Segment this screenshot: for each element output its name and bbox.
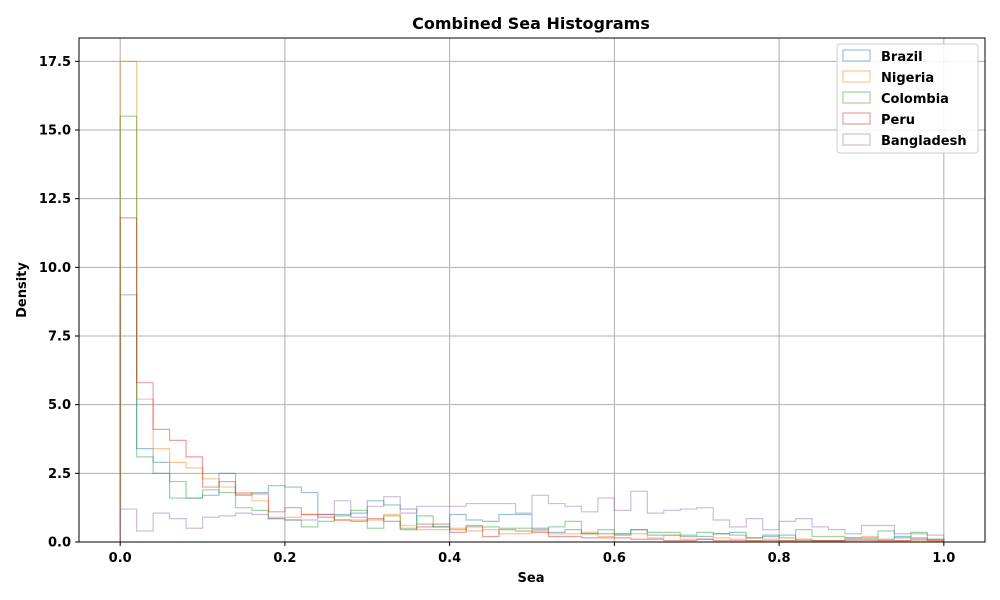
y-tick-label: 15.0 bbox=[39, 124, 71, 139]
x-tick-label: 0.6 bbox=[603, 551, 626, 566]
legend-swatch-nigeria bbox=[842, 70, 871, 83]
y-tick-label: 17.5 bbox=[39, 55, 71, 70]
y-tick-label: 12.5 bbox=[39, 192, 71, 207]
legend-swatch-bangladesh bbox=[842, 133, 871, 146]
legend-label: Nigeria bbox=[881, 71, 934, 86]
x-tick-label: 1.0 bbox=[932, 551, 955, 566]
legend-label: Brazil bbox=[881, 50, 923, 65]
series-step-colombia bbox=[119, 115, 945, 542]
series-layer bbox=[119, 60, 945, 542]
x-axis-title: Sea bbox=[518, 571, 545, 586]
chart-title: Combined Sea Histograms bbox=[412, 14, 650, 33]
series-step-nigeria bbox=[119, 60, 945, 542]
y-tick-label: 0.0 bbox=[48, 536, 71, 551]
x-tick-label: 0.8 bbox=[768, 551, 791, 566]
legend-label: Bangladesh bbox=[881, 134, 967, 149]
y-axis-title: Density bbox=[15, 262, 30, 318]
plot-frame bbox=[78, 37, 986, 543]
x-axis: 0.0 0.2 0.4 0.6 0.8 1.0 bbox=[109, 542, 955, 566]
legend-swatch-colombia bbox=[842, 91, 871, 104]
legend-box bbox=[836, 43, 979, 154]
legend-swatch-brazil bbox=[842, 49, 871, 62]
y-axis: 0.0 2.5 5.0 7.5 10.0 12.5 15.0 17.5 bbox=[39, 55, 79, 551]
grid bbox=[79, 38, 985, 543]
series-step-bangladesh bbox=[119, 490, 945, 542]
legend-swatch-peru bbox=[842, 112, 871, 125]
legend: Brazil Nigeria Colombia Peru Bangladesh bbox=[836, 43, 979, 154]
y-tick-label: 5.0 bbox=[48, 398, 71, 413]
x-tick-label: 0.2 bbox=[273, 551, 296, 566]
series-step-peru bbox=[119, 217, 945, 542]
y-tick-label: 7.5 bbox=[48, 330, 71, 345]
legend-label: Colombia bbox=[881, 92, 949, 107]
y-tick-label: 10.0 bbox=[39, 261, 71, 276]
series-step-brazil bbox=[119, 294, 945, 542]
y-tick-label: 2.5 bbox=[48, 467, 71, 482]
x-tick-label: 0.4 bbox=[438, 551, 461, 566]
legend-label: Peru bbox=[881, 113, 915, 128]
x-tick-label: 0.0 bbox=[109, 551, 132, 566]
